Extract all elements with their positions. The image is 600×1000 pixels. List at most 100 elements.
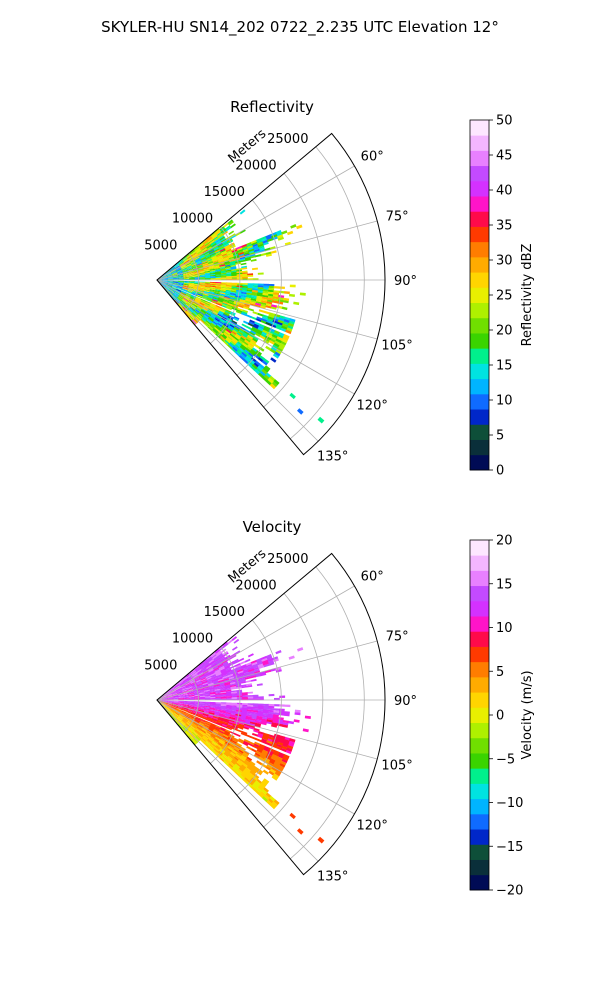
field-color-group-9	[157, 700, 276, 802]
panel-title: Reflectivity	[230, 98, 314, 116]
colorbar-segment-12	[470, 692, 489, 708]
colorbar-segment-19	[470, 165, 489, 182]
colorbar-segment-21	[470, 555, 489, 571]
radial-gridline-1	[210, 226, 241, 344]
colorbar-tick-label-2: −10	[496, 796, 523, 811]
azimuth-tick-label-5: 135°	[317, 450, 348, 465]
colorbar-segment-22	[470, 540, 489, 556]
field-color-group-16	[191, 319, 197, 325]
radial-tick-label-3: 20000	[235, 578, 276, 593]
colorbar-segment-20	[470, 570, 489, 587]
radial-tick-label-0: 5000	[144, 658, 177, 673]
azimuth-tick-label-2: 90°	[394, 274, 417, 289]
colorbar-segment-7	[470, 768, 489, 784]
field-color-group-5	[157, 228, 306, 382]
colorbar-tick-label-1: 5	[496, 429, 504, 444]
azimuth-gridline-0	[156, 165, 355, 281]
colorbar-segment-19	[470, 585, 489, 602]
azimuth-gridline-3	[156, 699, 378, 760]
azimuth-tick-label-4: 120°	[357, 398, 388, 413]
colorbar-tick-label-6: 30	[496, 254, 513, 269]
colorbar-segment-13	[470, 676, 489, 693]
colorbar-segment-10	[470, 722, 489, 739]
colorbar-segment-18	[470, 600, 489, 617]
colorbar-tick-label-8: 40	[496, 184, 513, 199]
figure-title: SKYLER-HU SN14_202 0722_2.235 UTC Elevat…	[101, 18, 499, 37]
colorbar-segment-14	[470, 241, 489, 258]
colorbar-segment-10	[470, 302, 489, 319]
colorbar-tick-label-4: 20	[496, 324, 513, 339]
radial-gridline-1	[210, 646, 241, 764]
colorbar-segment-9	[470, 317, 489, 334]
colorbar-tick-label-4: 0	[496, 709, 504, 724]
colorbar-label: Velocity (m/s)	[520, 670, 535, 759]
field-color-group-6	[180, 235, 292, 336]
azimuth-gridline-5	[156, 279, 319, 442]
azimuth-tick-label-5: 135°	[317, 870, 348, 885]
radial-gridline-3	[263, 173, 324, 408]
azimuth-tick-label-0: 60°	[361, 150, 384, 165]
colorbar-tick-label-1: −15	[496, 840, 523, 855]
radial-tick-label-2: 15000	[204, 605, 245, 620]
sector-frame	[156, 552, 386, 876]
field-color-group-7	[157, 232, 296, 377]
colorbar-tick-label-7: 35	[496, 219, 513, 234]
radial-gridline-4	[289, 566, 365, 860]
colorbar-segment-16	[470, 211, 489, 227]
colorbar-segment-4	[470, 813, 489, 830]
field-color-group-2	[157, 639, 304, 713]
azimuth-tick-label-3: 105°	[381, 758, 412, 773]
colorbar-segment-6	[470, 363, 489, 380]
field-color-group-3	[157, 659, 311, 755]
azimuth-gridline-4	[156, 699, 355, 815]
colorbar-segment-3	[470, 829, 489, 845]
colorbar-segment-4	[470, 393, 489, 410]
colorbar-segment-16	[470, 631, 489, 647]
azimuth-gridline-0	[156, 585, 355, 701]
colorbar-tick-label-9: 45	[496, 149, 513, 164]
colorbar-segment-17	[470, 196, 489, 212]
radial-tick-label-4: 25000	[267, 132, 308, 147]
colorbar-tick-label-5: 5	[496, 665, 504, 680]
colorbar-tick-label-2: 10	[496, 394, 513, 409]
colorbar-segment-12	[470, 272, 489, 288]
azimuth-gridline-1	[156, 220, 378, 281]
colorbar-segment-20	[470, 150, 489, 167]
polar-grid	[156, 146, 385, 442]
colorbar-segment-22	[470, 120, 489, 136]
colorbar-segment-11	[470, 287, 489, 304]
colorbar-segment-0	[470, 454, 489, 471]
radial-tick-label-3: 20000	[235, 158, 276, 173]
radial-tick-label-1: 10000	[172, 212, 213, 227]
colorbar-tick-label-0: 0	[496, 464, 504, 479]
radial-gridline-3	[263, 593, 324, 828]
radar-field	[157, 209, 325, 424]
azimuth-gridline-1	[156, 640, 378, 701]
colorbar-label: Reflectivity dBZ	[520, 244, 535, 347]
colorbar-segment-17	[470, 616, 489, 632]
colorbar-tick-label-3: 15	[496, 359, 513, 374]
colorbar-segment-8	[470, 333, 489, 349]
field-color-group-2	[157, 209, 291, 379]
field-color-group-8	[157, 219, 288, 386]
colorbar-tick-label-6: 10	[496, 621, 513, 636]
colorbar-segment-3	[470, 409, 489, 425]
colorbar-segment-2	[470, 844, 489, 860]
azimuth-gridline-3	[156, 279, 378, 340]
colorbar-segment-18	[470, 180, 489, 197]
sector-frame	[156, 132, 386, 456]
colorbar-segment-7	[470, 348, 489, 364]
field-color-group-8	[157, 700, 280, 810]
colorbar: −20 −15 −10 −5 0 5 10 15 20 Velocity (m/s)	[469, 534, 535, 899]
colorbar-segment-1	[470, 439, 489, 456]
colorbar-segment-21	[470, 135, 489, 151]
colorbar-segment-15	[470, 226, 489, 243]
azimuth-gridline-5	[156, 699, 319, 862]
colorbar-tick-label-7: 15	[496, 577, 513, 592]
radial-tick-label-2: 15000	[204, 185, 245, 200]
colorbar-segment-13	[470, 256, 489, 273]
colorbar-segment-6	[470, 783, 489, 800]
colorbar: 0 5 10 15 20 25 30 35 40 45 50 Reflectivity dBZ	[469, 114, 535, 479]
